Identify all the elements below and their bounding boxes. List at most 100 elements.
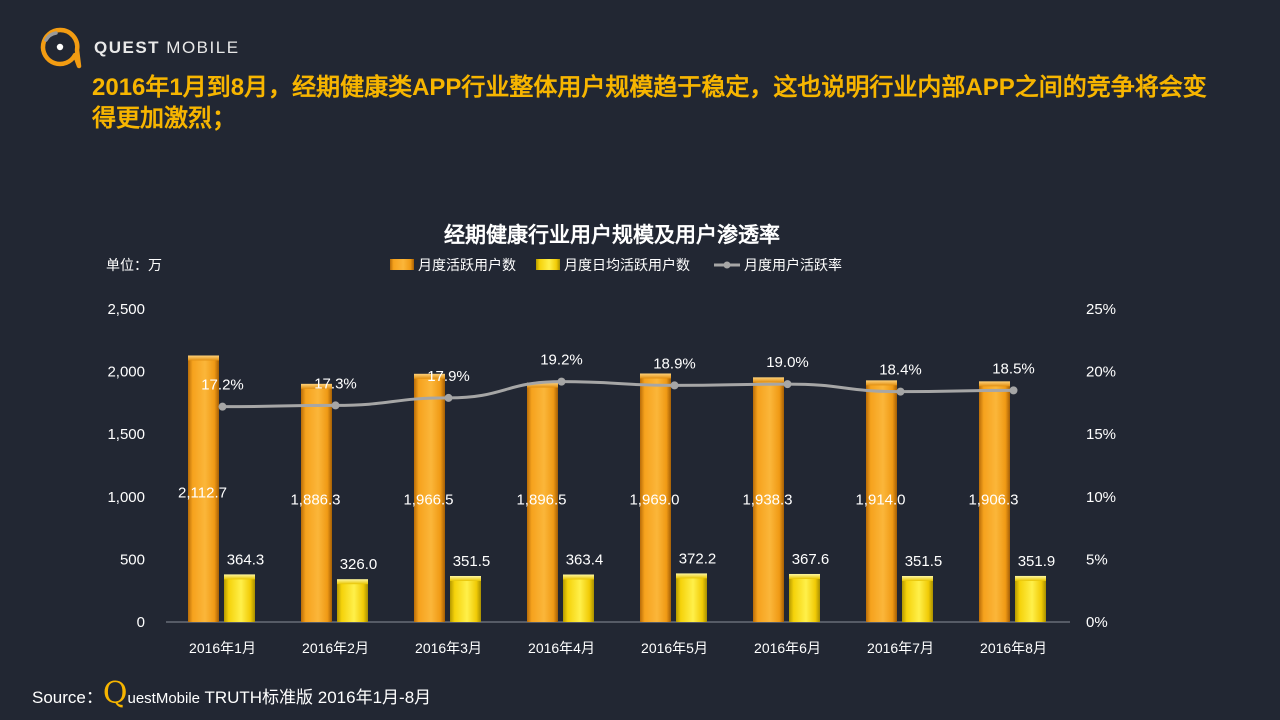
data-label-dau: 363.4 [566,552,604,569]
y-axis-right: 0% 5% 10% 15% 20% 25% [1086,301,1116,631]
bar-mau-cap [866,380,897,386]
legend-swatch-mau [390,259,414,270]
data-label-dau: 326.0 [340,556,378,573]
data-label-rate: 17.2% [201,377,244,394]
rate-point [670,381,679,390]
data-label-dau: 351.5 [905,553,943,570]
legend-item-rate: 月度用户活跃率 [714,257,842,273]
chart-title: 经期健康行业用户规模及用户渗透率 [444,223,780,247]
bar-mau [301,385,332,622]
headline: 2016年1月到8月，经期健康类APP行业整体用户规模趋于稳定，这也说明行业内部… [92,74,1207,132]
bar-dau-cap [450,575,481,581]
bar-dau-cap [676,573,707,579]
data-label-dau: 367.6 [792,551,830,568]
y-tick-label: 1,500 [107,426,145,443]
bar-dau [450,577,481,622]
data-label-mau: 1,938.3 [742,491,792,508]
x-tick-label: 2016年6月 [754,640,821,656]
rate-point [1009,386,1018,395]
brand-wordmark: QUEST MOBILE [94,38,240,58]
bar-mau [753,379,784,622]
rate-line-path [222,380,1014,409]
bar-dau-cap [563,574,594,580]
rate-point [444,393,453,402]
data-label-dau: 372.2 [679,550,717,567]
x-tick-label: 2016年2月 [302,640,369,656]
y-tick-label: 0 [137,614,145,631]
rate-point [331,401,340,410]
y-tick-label: 500 [120,551,145,568]
y2-tick-label: 15% [1086,426,1116,443]
data-label-dau: 364.3 [227,551,265,568]
data-label-rate: 18.4% [879,362,922,379]
y2-tick-label: 0% [1086,614,1108,631]
y-tick-label: 1,000 [107,489,145,506]
data-label-mau: 1,914.0 [855,491,905,508]
brand-name-bold: QUEST [94,38,161,57]
bar-dau-cap [902,575,933,581]
bar-mau-cap [414,373,445,379]
data-label-mau: 1,886.3 [290,491,340,508]
y2-tick-label: 10% [1086,489,1116,506]
rate-point [557,377,566,386]
bar-mau [640,375,671,622]
bar-mau [979,383,1010,622]
bar-mau-cap [640,373,671,379]
bar-dau [337,581,368,622]
bar-dau-cap [224,574,255,580]
bar-mau [527,384,558,622]
unit-label: 单位：万 [106,257,162,273]
source-note: Source： Q uestMobile TRUTH标准版 2016年1月-8月 [32,679,431,709]
series-dau: 364.3 326.0 351.5 363.4 372.2 367.6 351.5 351.9 [224,550,1055,622]
data-label-rate: 18.9% [653,355,696,372]
questmobile-logo-icon [40,27,82,69]
bar-dau-cap [789,573,820,579]
bar-mau [866,382,897,622]
data-label-mau: 1,966.5 [403,491,453,508]
bar-dau [676,575,707,622]
x-tick-label: 2016年3月 [415,640,482,656]
x-axis: 2016年1月 2016年2月 2016年3月 2016年4月 2016年5月 2016年… [189,640,1047,656]
legend-swatch-dau [536,259,560,270]
brand-logo: QUEST MOBILE [36,26,240,70]
bar-mau-cap [527,382,558,388]
y-axis-left: 0 500 1,000 1,500 2,000 2,500 [107,301,145,631]
x-tick-label: 2016年1月 [189,640,256,656]
source-brand-rest: uestMobile [127,690,201,707]
source-prefix: Source： [32,688,103,707]
legend-label-dau: 月度日均活跃用户数 [564,257,690,273]
y2-tick-label: 25% [1086,301,1116,318]
source-rest: TRUTH标准版 2016年1月-8月 [200,688,432,707]
data-label-dau: 351.9 [1018,553,1056,570]
bar-mau-cap [301,383,332,389]
bar-dau-cap [1015,575,1046,581]
bar-dau [902,577,933,622]
bar-dau [1015,577,1046,622]
bar-dau-cap [337,579,368,585]
y-tick-label: 2,000 [107,364,145,381]
legend-item-dau: 月度日均活跃用户数 [536,257,690,273]
data-label-mau: 1,896.5 [516,491,566,508]
bar-mau-cap [188,355,219,361]
legend-item-mau: 月度活跃用户数 [390,257,516,273]
legend-label-rate: 月度用户活跃率 [744,257,842,273]
rate-point [218,402,227,411]
y2-tick-label: 20% [1086,364,1116,381]
bar-dau [789,575,820,622]
y-tick-label: 2,500 [107,301,145,318]
source-brand-q: Q [102,676,128,711]
rate-point [783,380,792,389]
data-label-rate: 18.5% [992,360,1035,377]
rate-point [896,387,905,396]
data-label-mau: 1,906.3 [968,491,1018,508]
x-tick-label: 2016年8月 [980,640,1047,656]
bar-mau-cap [979,381,1010,387]
series-rate: 17.2% 17.3% 17.9% 19.2% 18.9% 19.0% 18.4% 18.5% [201,352,1035,411]
data-label-rate: 19.2% [540,352,583,369]
data-label-mau: 1,969.0 [629,491,679,508]
data-label-rate: 17.9% [427,368,470,385]
y2-tick-label: 5% [1086,551,1108,568]
bar-mau-cap [753,377,784,383]
